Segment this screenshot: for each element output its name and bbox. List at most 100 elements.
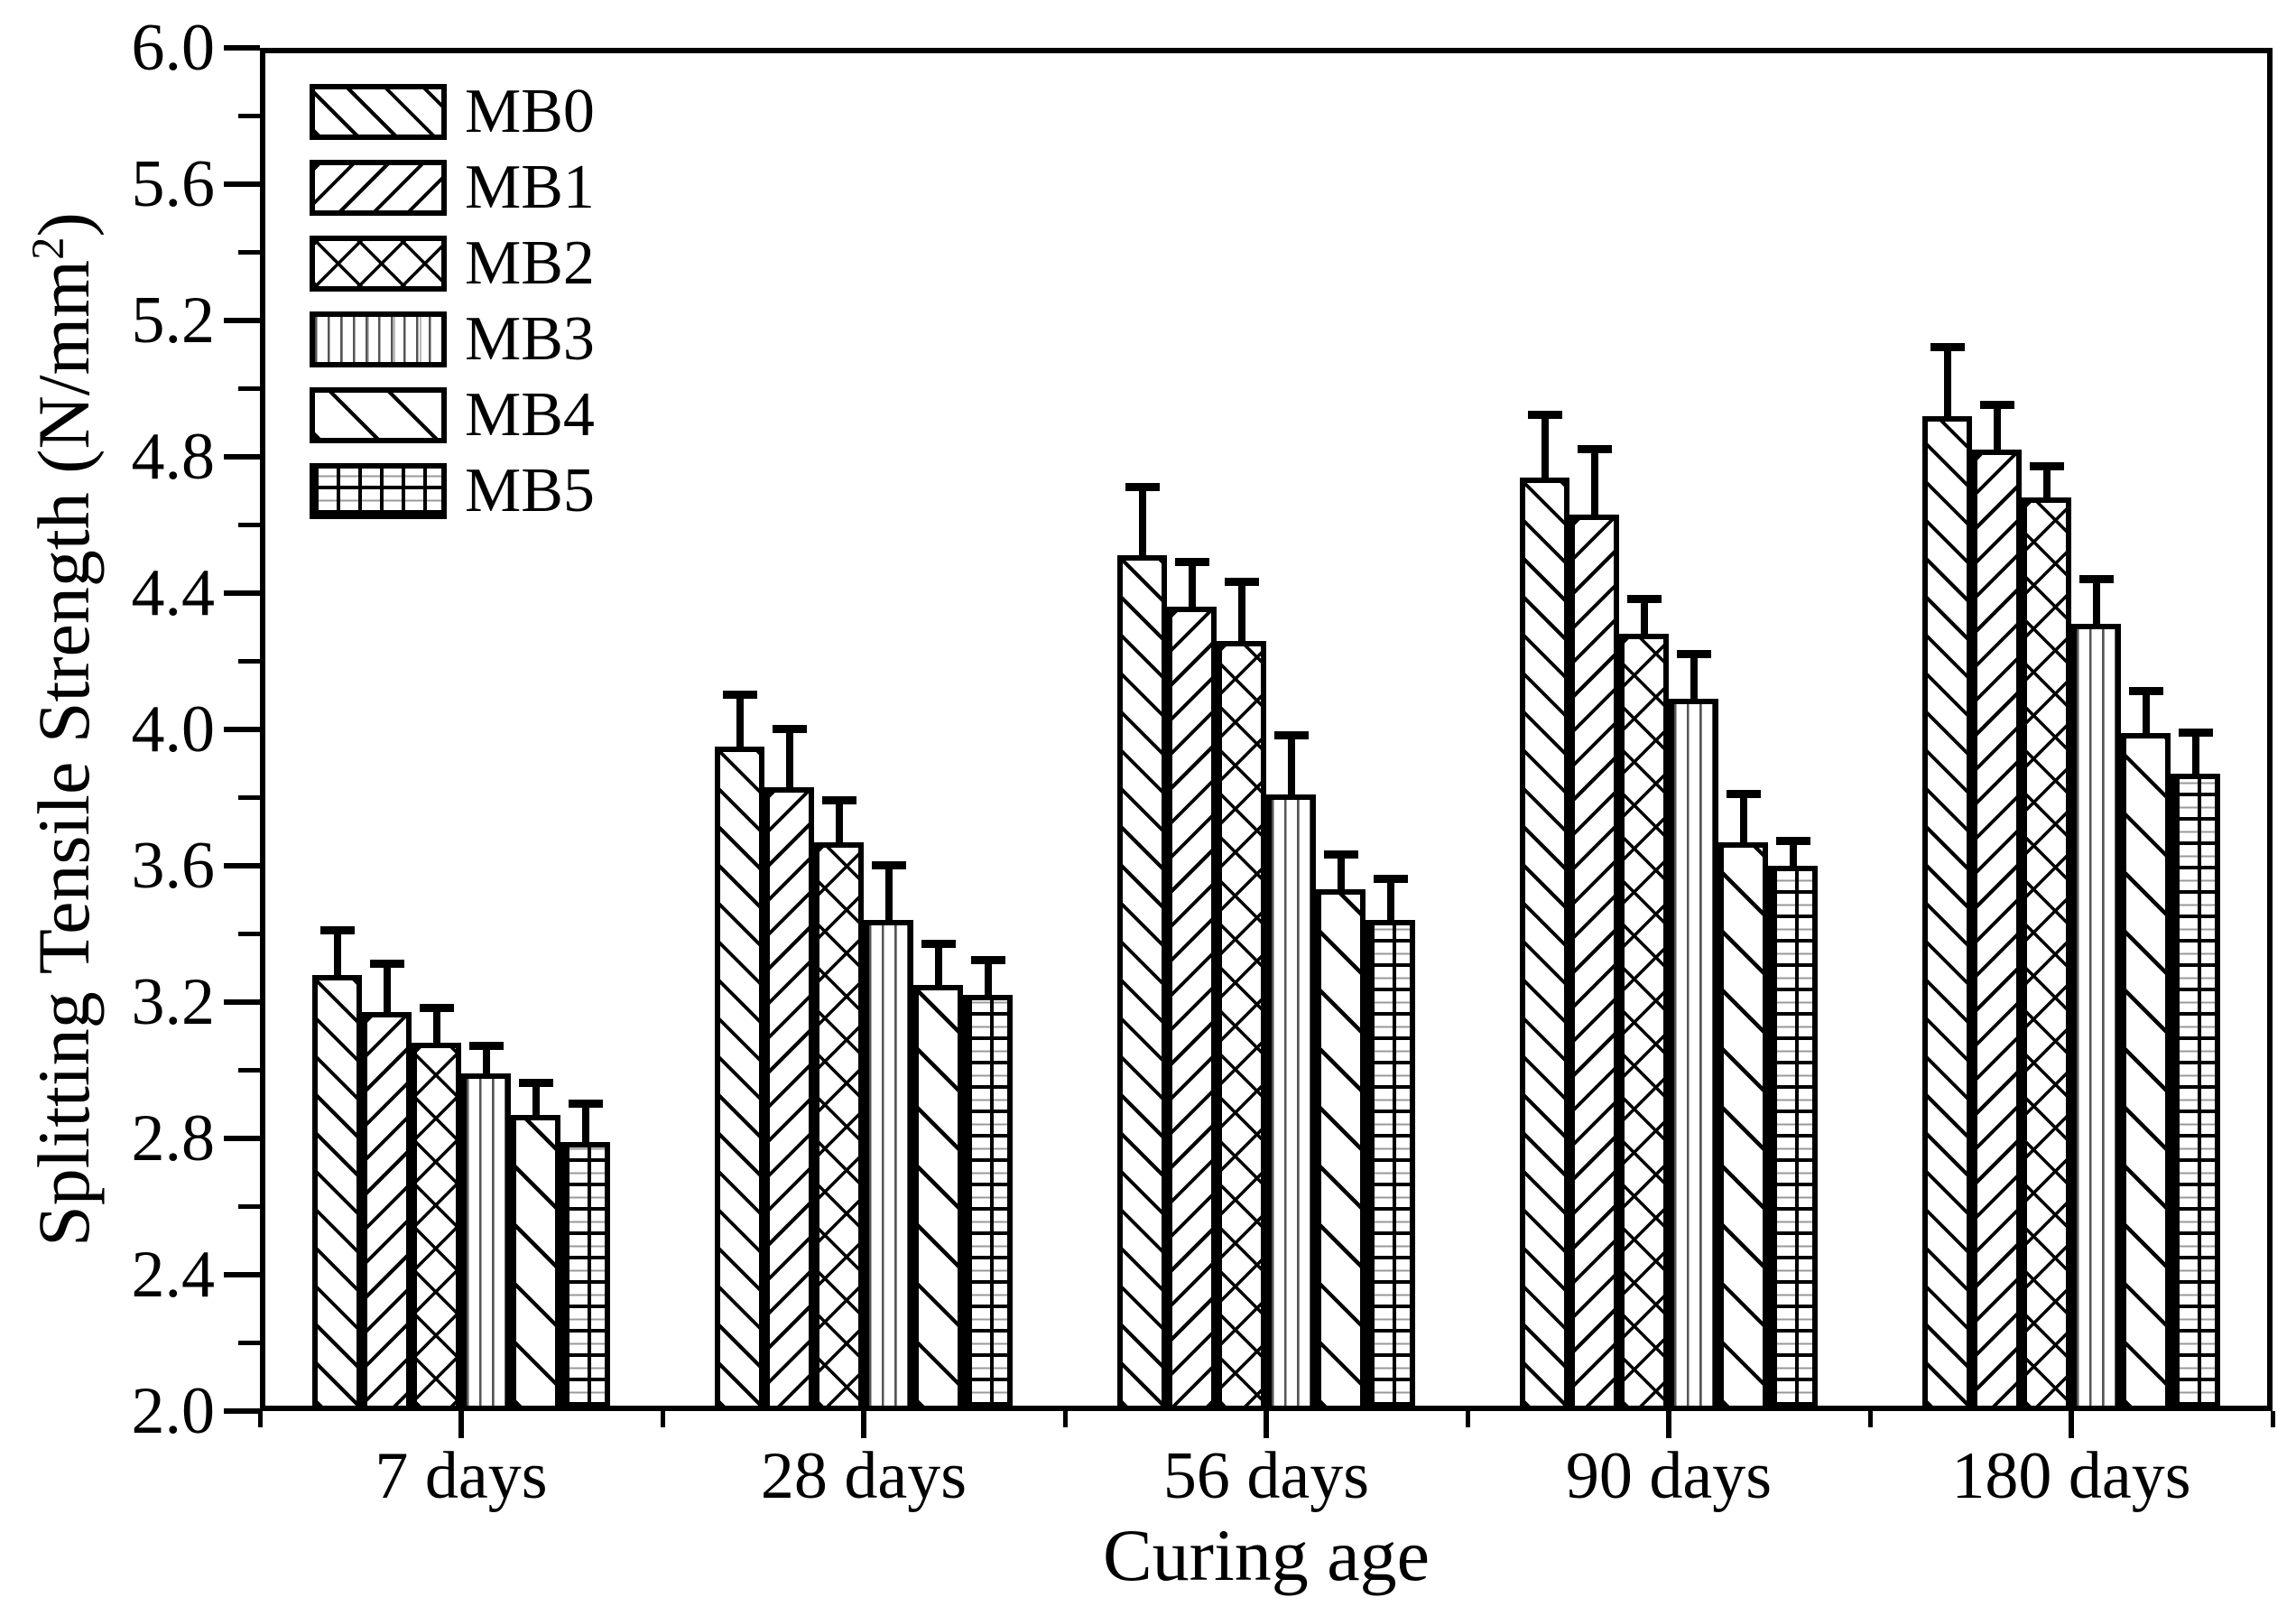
bar-MB3-7-days (461, 1073, 511, 1411)
error-bar-cap-MB0-180-days (1930, 342, 1965, 351)
legend-label-MB5: MB5 (465, 456, 595, 525)
x-axis-title: Curing age (1102, 1514, 1430, 1596)
error-bar-stem-MB2-90-days (1640, 603, 1648, 635)
bar-MB5-180-days (2171, 774, 2220, 1411)
y-tick-label: 6.0 (131, 11, 216, 85)
y-minor-tick (238, 795, 260, 800)
error-bar-cap-MB0-28-days (722, 691, 757, 700)
legend-label-MB2: MB2 (465, 228, 595, 298)
bar-MB1-90-days (1569, 515, 1619, 1411)
y-tick-label: 4.4 (131, 556, 216, 630)
bar-MB0-7-days (312, 974, 362, 1411)
y-tick-label: 2.8 (131, 1101, 216, 1175)
error-bar-stem-MB3-56-days (1287, 739, 1295, 794)
error-bar-stem-MB1-56-days (1188, 565, 1196, 608)
bar-MB3-56-days (1266, 794, 1316, 1411)
error-bar-stem-MB5-90-days (1789, 845, 1797, 866)
bar-MB3-28-days (864, 920, 913, 1411)
error-bar-cap-MB4-56-days (1323, 850, 1358, 859)
y-major-tick (224, 999, 260, 1005)
x-minor-tick (660, 1411, 665, 1427)
y-major-tick (224, 1408, 260, 1414)
bar-MB3-180-days (2071, 623, 2121, 1411)
x-major-tick (861, 1411, 866, 1438)
error-bar-stem-MB4-180-days (2142, 695, 2150, 733)
x-category-label: 7 days (375, 1439, 548, 1513)
y-major-tick (224, 1272, 260, 1277)
y-tick-label: 3.2 (131, 965, 216, 1039)
bar-MB4-28-days (913, 985, 963, 1411)
y-tick-label: 3.6 (131, 829, 216, 903)
y-minor-tick (238, 1204, 260, 1209)
plot-area: MB0 MB1 MB2 MB3 MB4 MB5 (260, 48, 2273, 1411)
x-minor-tick (257, 1411, 263, 1427)
legend-swatch-MB0 (310, 84, 447, 140)
y-minor-tick (238, 932, 260, 936)
legend-swatch-MB2 (310, 236, 447, 292)
x-major-tick (1666, 1411, 1671, 1438)
bar-MB0-28-days (715, 746, 764, 1411)
error-bar-stem-MB1-180-days (1993, 409, 2001, 450)
legend-label-MB4: MB4 (465, 380, 595, 450)
error-bar-cap-MB3-7-days (468, 1041, 504, 1050)
y-tick-label: 4.0 (131, 692, 216, 766)
y-tick-label: 4.8 (131, 420, 216, 494)
bar-MB1-28-days (764, 787, 814, 1411)
error-bar-cap-MB0-7-days (319, 925, 355, 934)
error-bar-cap-MB5-180-days (2178, 728, 2213, 737)
error-bar-stem-MB5-180-days (2191, 736, 2199, 775)
y-minor-tick (238, 1068, 260, 1073)
y-minor-tick (238, 114, 260, 118)
y-major-tick (224, 318, 260, 323)
bar-MB5-28-days (963, 995, 1013, 1411)
y-major-tick (224, 1136, 260, 1141)
bar-MB4-90-days (1718, 841, 1768, 1411)
error-bar-cap-MB3-180-days (2078, 574, 2114, 583)
error-bar-cap-MB1-180-days (1979, 401, 2014, 410)
error-bar-cap-MB5-90-days (1775, 837, 1810, 846)
error-bar-cap-MB3-56-days (1273, 731, 1309, 740)
bar-MB4-56-days (1316, 889, 1366, 1411)
error-bar-cap-MB0-90-days (1527, 411, 1562, 420)
error-bar-stem-MB0-7-days (333, 933, 341, 975)
y-major-tick (224, 181, 260, 187)
error-bar-stem-MB2-56-days (1237, 586, 1245, 641)
y-tick-label: 2.4 (131, 1238, 216, 1312)
bar-MB1-7-days (362, 1012, 412, 1411)
y-minor-tick (238, 659, 260, 664)
error-bar-cap-MB2-7-days (419, 1004, 454, 1013)
bar-MB5-90-days (1768, 866, 1818, 1411)
legend-label-MB1: MB1 (465, 153, 595, 222)
error-bar-cap-MB4-90-days (1726, 789, 1761, 798)
bar-MB2-180-days (2022, 497, 2071, 1411)
error-bar-cap-MB3-90-days (1676, 649, 1711, 658)
error-bar-stem-MB2-7-days (432, 1012, 440, 1044)
x-minor-tick (1062, 1411, 1068, 1427)
error-bar-stem-MB3-7-days (482, 1049, 490, 1074)
error-bar-stem-MB5-28-days (984, 964, 992, 996)
x-major-tick (458, 1411, 464, 1438)
bar-MB4-7-days (511, 1114, 560, 1411)
x-major-tick (1264, 1411, 1269, 1438)
error-bar-cap-MB2-90-days (1626, 595, 1662, 604)
y-minor-tick (238, 250, 260, 255)
y-minor-tick (238, 523, 260, 527)
error-bar-stem-MB3-180-days (2092, 582, 2100, 624)
error-bar-cap-MB4-7-days (518, 1079, 553, 1088)
error-bar-stem-MB5-56-days (1386, 882, 1394, 921)
legend-swatch-MB4 (310, 387, 447, 443)
x-category-label: 56 days (1162, 1439, 1370, 1513)
bar-MB2-90-days (1619, 634, 1669, 1411)
y-tick-label: 5.2 (131, 283, 216, 358)
error-bar-stem-MB4-28-days (934, 947, 942, 986)
error-bar-stem-MB1-28-days (785, 732, 793, 788)
bar-MB1-56-days (1167, 607, 1217, 1411)
error-bar-cap-MB2-28-days (821, 796, 856, 805)
error-bar-cap-MB0-56-days (1125, 482, 1160, 491)
legend-swatch-MB1 (310, 160, 447, 216)
bar-MB0-180-days (1922, 415, 1972, 1411)
error-bar-stem-MB4-7-days (532, 1087, 540, 1115)
y-major-tick (224, 45, 260, 51)
error-bar-cap-MB4-28-days (921, 939, 956, 948)
x-category-label: 180 days (1951, 1439, 2191, 1513)
